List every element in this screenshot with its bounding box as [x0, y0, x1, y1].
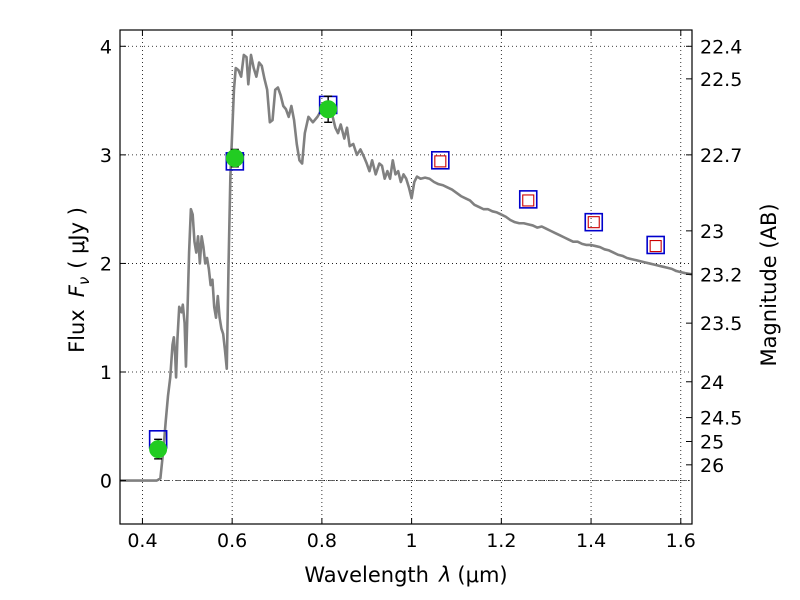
y-axis-label-symbol: F — [65, 284, 89, 297]
spectrum-line — [120, 53, 692, 482]
model-spectrum — [120, 53, 692, 482]
magnitude-tick-label: 23.2 — [700, 264, 742, 286]
magnitude-tick-label: 22.4 — [700, 36, 742, 58]
observed-flux-point — [225, 149, 244, 168]
y2-axis-label: Magnitude (AB) — [757, 203, 781, 366]
x-tick-label: 0.8 — [307, 530, 337, 552]
x-tick-label: 1.2 — [486, 530, 516, 552]
x-tick-label: 1 — [406, 530, 418, 552]
x-axis-label-unit: (μm) — [457, 563, 507, 587]
observed-flux-point — [319, 100, 338, 119]
predicted-flux-square — [522, 194, 535, 207]
predicted-flux-square — [434, 155, 447, 168]
x-axis-label: Wavelength λ (μm) — [304, 563, 507, 587]
model-photometry-square — [646, 235, 665, 255]
magnitude-tick-label: 24.5 — [700, 408, 742, 430]
photometry-points — [148, 95, 665, 460]
model-photometry-square — [431, 150, 450, 170]
magnitude-tick-label: 23 — [700, 221, 724, 243]
plot-frame — [119, 29, 693, 525]
y-tick-label: 0 — [100, 471, 112, 493]
magnitude-tick-label: 26 — [700, 455, 724, 477]
y-axis-ticks: 0 1 2 3 4 — [100, 36, 126, 493]
grid-lines — [120, 30, 692, 524]
x-tick-label: 1.6 — [666, 530, 696, 552]
predicted-flux-square — [649, 240, 662, 253]
y-tick-label: 4 — [100, 36, 112, 58]
magnitude-tick-label: 24 — [700, 372, 724, 394]
magnitude-tick-label: 22.7 — [700, 145, 742, 167]
predicted-flux-square — [587, 216, 600, 229]
magnitude-tick-label: 22.5 — [700, 69, 742, 91]
x-tick-label: 0.6 — [217, 530, 247, 552]
y-tick-label: 3 — [100, 145, 112, 167]
y-axis-label: Flux Fν ( μJy ) — [65, 207, 93, 353]
y-axis-label-prefix: Flux — [65, 309, 89, 353]
x-tick-label: 0.4 — [127, 530, 157, 552]
x-axis-label-symbol: λ — [438, 563, 451, 587]
model-photometry-square — [518, 190, 538, 209]
model-photometry-square — [584, 212, 604, 232]
y-tick-label: 1 — [100, 362, 112, 384]
magnitude-tick-label: 25 — [700, 431, 724, 453]
y-tick-label: 2 — [100, 253, 112, 275]
x-axis-ticks: 0.4 0.6 0.8 1 1.2 1.4 1.6 — [127, 30, 696, 552]
y-axis-label-subscript: ν — [75, 277, 93, 285]
y-axis-label-unit: ( μJy ) — [65, 207, 89, 269]
x-axis-label-prefix: Wavelength — [304, 563, 429, 587]
observed-flux-point — [149, 440, 168, 459]
x-tick-label: 1.4 — [576, 530, 606, 552]
magnitude-tick-label: 23.5 — [700, 313, 742, 335]
